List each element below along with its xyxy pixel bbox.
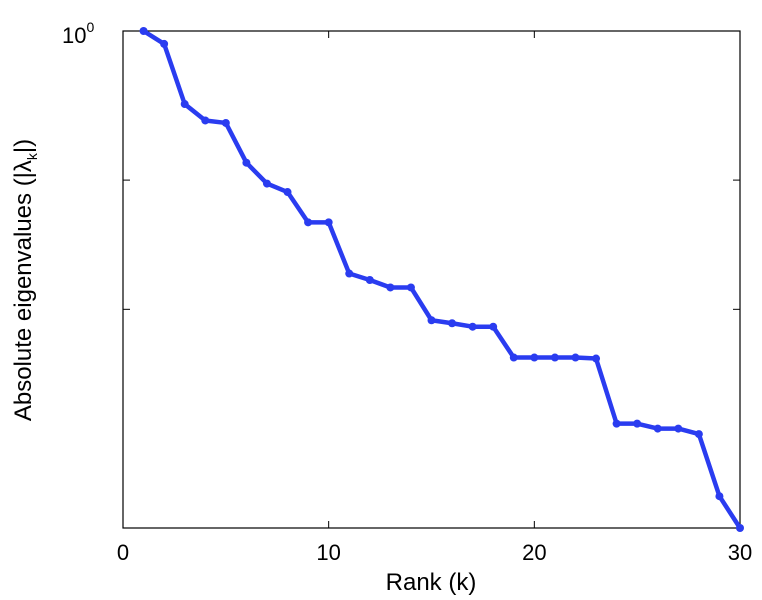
y-tick-base: 10 [62,23,86,48]
series-points [139,27,744,532]
data-point [530,353,539,362]
data-point [242,158,251,167]
data-point [406,283,415,292]
data-point [427,316,436,325]
data-point [612,419,621,428]
y-tick-label-top: 100 [62,19,94,48]
y-axis-title: Absolute eigenvalues (|λk|) [10,139,40,421]
data-point [221,118,230,127]
data-point [139,27,148,35]
data-point [365,275,374,284]
data-point [489,322,498,331]
y-tick-exp: 0 [86,19,94,35]
data-point [715,492,724,501]
data-point [633,419,642,428]
x-tick-label: 0 [117,540,129,565]
y-axis-title-sub: k [24,152,40,160]
data-point [324,218,333,227]
x-tick-label: 20 [522,540,546,565]
data-point [345,269,354,278]
data-point [160,39,169,48]
data-point [262,179,271,188]
data-point [386,283,395,292]
data-point [509,353,518,362]
data-point [283,188,292,197]
data-point [448,319,457,328]
data-point [571,353,580,362]
data-point [592,354,601,363]
axis-ticks [122,31,741,528]
data-point [201,116,210,125]
data-point [180,100,189,109]
data-point [653,424,662,433]
x-tick-labels: 0 10 20 30 [117,540,752,565]
y-axis-title-end: |) [10,139,37,153]
data-point [736,524,744,532]
data-point [304,218,313,227]
data-point [694,430,703,439]
data-point [468,322,477,331]
y-axis-title-main: Absolute eigenvalues (|λ [10,160,37,421]
data-point [674,424,683,433]
x-axis-title: Rank (k) [386,569,477,596]
x-tick-label: 30 [728,540,752,565]
data-point [550,353,559,362]
x-tick-label: 10 [316,540,340,565]
series-line [141,28,743,531]
plot-frame [122,30,741,529]
